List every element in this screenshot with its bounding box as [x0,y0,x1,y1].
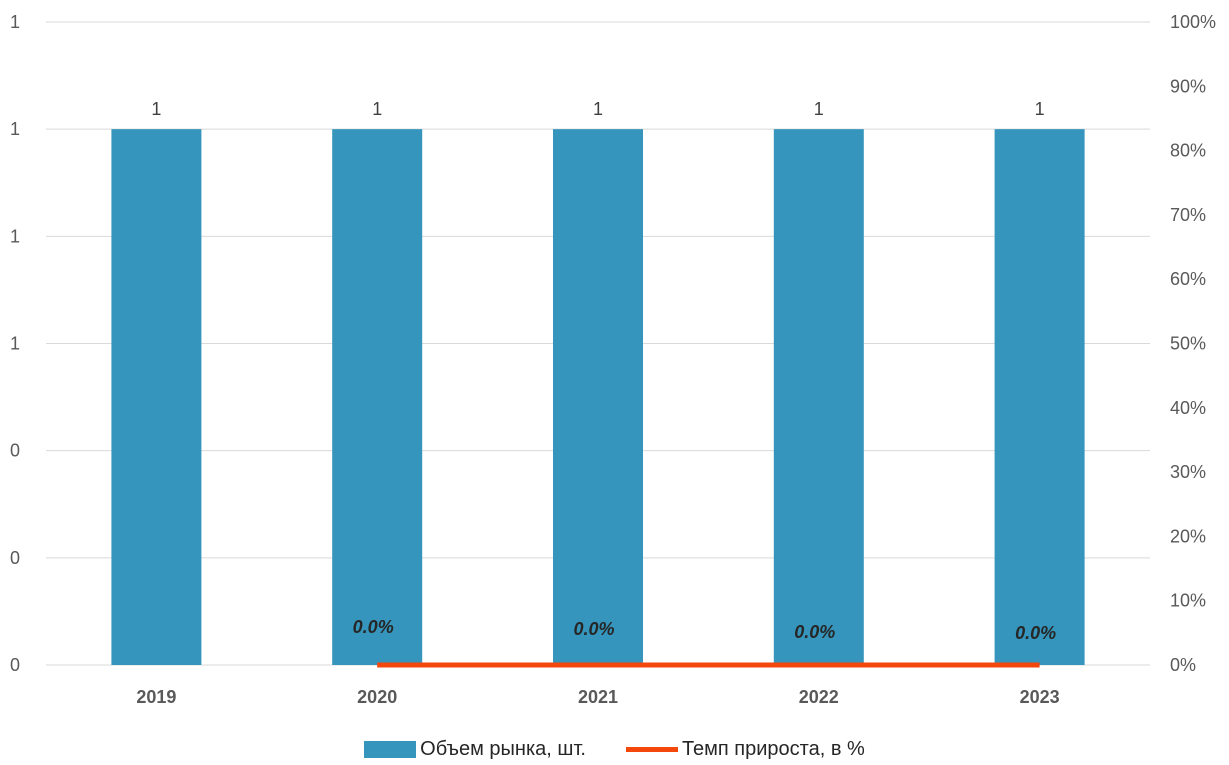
right-tick-label: 30% [1170,462,1206,482]
legend-item-bar: Объем рынка, шт. [364,738,586,761]
right-tick-label: 80% [1170,141,1206,161]
left-tick-label: 1 [10,119,20,139]
left-tick-label: 0 [10,655,20,675]
right-tick-label: 50% [1170,334,1206,354]
bar [553,129,643,665]
chart: 0 0 0 1 1 1 1 0% 10% 20% 30% 40% 50% 60% 70% 80% 90% 100… [10,12,1216,707]
bar-data-labels: 1 1 1 1 1 [151,99,1044,119]
bar-data-label: 1 [1035,99,1045,119]
bar-data-label: 1 [151,99,161,119]
left-tick-label: 1 [10,12,20,32]
bar-data-label: 1 [372,99,382,119]
line-data-label: 0.0% [353,617,394,637]
left-tick-label: 0 [10,441,20,461]
right-tick-label: 20% [1170,526,1206,546]
line-data-label: 0.0% [794,622,835,642]
line-data-label: 0.0% [1015,623,1056,643]
right-tick-label: 70% [1170,205,1206,225]
left-tick-label: 1 [10,334,20,354]
bar [111,129,202,665]
right-tick-label: 90% [1170,76,1206,96]
right-tick-label: 40% [1170,398,1206,418]
left-tick-label: 0 [10,548,20,568]
x-tick-label: 2020 [357,687,397,707]
legend-bar-label: Объем рынка, шт. [420,737,586,760]
left-tick-label: 1 [10,226,20,246]
bar [773,129,864,665]
x-tick-label: 2021 [578,687,618,707]
bar-series [111,129,1085,665]
left-axis: 0 0 0 1 1 1 1 [10,12,20,675]
bar [332,129,423,665]
x-tick-label: 2022 [799,687,839,707]
legend: Объем рынка, шт. Темп прироста, в % [0,734,1229,764]
right-tick-label: 60% [1170,269,1206,289]
legend-line-swatch [625,746,678,752]
legend-line-label: Темп прироста, в % [681,737,865,760]
bar-data-label: 1 [814,99,824,119]
right-axis: 0% 10% 20% 30% 40% 50% 60% 70% 80% 90% 100% [1170,12,1216,675]
x-tick-label: 2023 [1020,687,1060,707]
right-tick-label: 0% [1170,655,1196,675]
right-tick-label: 10% [1170,591,1206,611]
line-data-label: 0.0% [573,619,614,639]
x-tick-label: 2019 [136,687,176,707]
bar [994,129,1085,665]
line-data-labels: 0.0% 0.0% 0.0% 0.0% [353,617,1056,643]
bar-data-label: 1 [593,99,603,119]
x-axis: 2019 2020 2021 2022 2023 [136,687,1059,707]
legend-bar-swatch [364,740,417,758]
legend-item-line: Темп прироста, в % [625,737,865,761]
right-tick-label: 100% [1170,12,1216,32]
